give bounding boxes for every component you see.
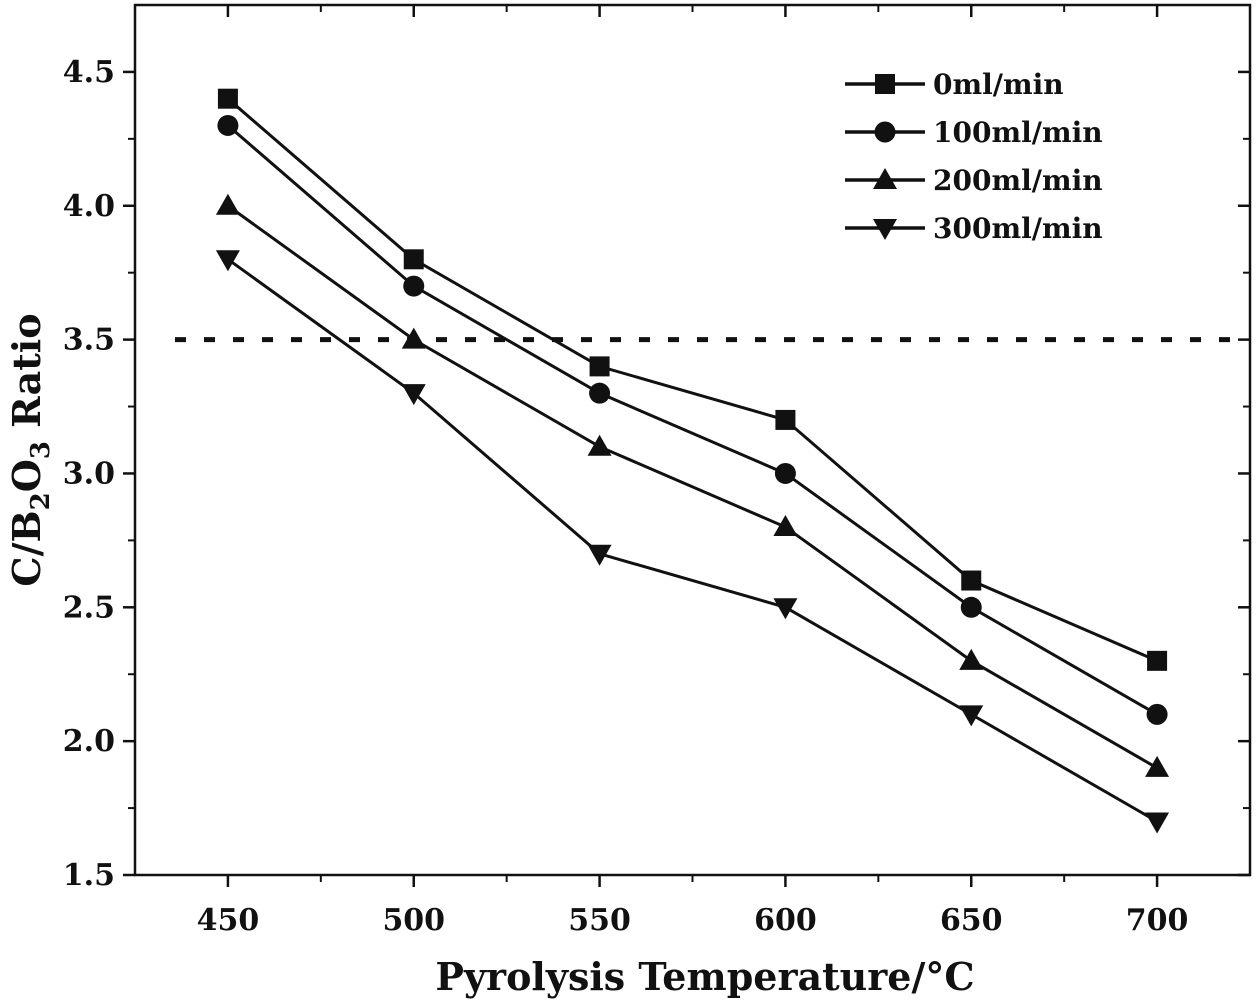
- x-tick-label: 550: [568, 903, 631, 938]
- y-axis-ticks: 1.5 2.0 2.5 3.0 3.5 4.0 4.5: [63, 55, 1250, 893]
- series-2: [217, 114, 1168, 725]
- x-axis-ticks: 450 500 550 600 650 700: [197, 5, 1189, 938]
- x-tick-label: 650: [940, 903, 1003, 938]
- legend-item: 100ml/min: [845, 116, 1103, 149]
- data-point: [1145, 812, 1170, 834]
- y-tick-label: 2.0: [63, 724, 115, 759]
- legend-label: 300ml/min: [933, 212, 1103, 245]
- series-line: [226, 97, 1158, 663]
- data-point: [401, 327, 426, 349]
- legend-item: 0ml/min: [845, 68, 1064, 101]
- series-group: [215, 88, 1170, 834]
- data-point: [587, 434, 612, 456]
- series-1: [217, 88, 1168, 671]
- data-point: [403, 249, 424, 270]
- legend-marker: [873, 168, 897, 189]
- y-tick-label: 3.5: [63, 323, 115, 358]
- legend-item: 200ml/min: [845, 164, 1103, 197]
- data-point: [215, 250, 240, 272]
- series-4: [215, 250, 1170, 834]
- y-tick-label: 2.5: [63, 590, 115, 625]
- data-point: [217, 88, 238, 109]
- y-axis-title-sub2: 3: [26, 441, 56, 459]
- y-tick-label: 4.0: [63, 189, 115, 224]
- data-point: [961, 570, 982, 591]
- y-axis-title-prefix: C/B: [4, 510, 49, 586]
- data-point: [774, 462, 796, 484]
- series-line: [227, 258, 1158, 823]
- series-line: [226, 124, 1158, 716]
- y-axis-title: C/B2O3 Ratio: [4, 313, 56, 586]
- legend-label: 200ml/min: [933, 164, 1103, 197]
- x-axis-title: Pyrolysis Temperature/°C: [435, 954, 974, 999]
- x-tick-label: 700: [1126, 903, 1189, 938]
- y-axis-title-sub1: 2: [26, 492, 56, 510]
- y-axis-title-suffix: Ratio: [4, 313, 49, 441]
- y-tick-label: 4.5: [63, 55, 115, 90]
- data-point: [587, 544, 612, 566]
- data-point: [1147, 650, 1168, 671]
- series-line: [227, 204, 1158, 770]
- legend-label: 100ml/min: [933, 116, 1103, 149]
- data-point: [215, 193, 240, 215]
- data-point: [773, 598, 798, 620]
- x-tick-label: 600: [754, 903, 817, 938]
- data-point: [403, 275, 425, 297]
- legend-marker: [875, 74, 895, 94]
- legend-label: 0ml/min: [933, 68, 1064, 101]
- data-point: [959, 705, 984, 727]
- data-point: [217, 114, 239, 136]
- legend: 0ml/min 100ml/min 200ml/min 300ml/min: [845, 68, 1103, 245]
- y-tick-label: 1.5: [63, 858, 115, 893]
- data-point: [773, 515, 798, 536]
- data-point: [959, 648, 984, 670]
- x-tick-label: 500: [382, 903, 445, 938]
- y-axis-title-mid: O: [4, 459, 49, 492]
- data-point: [1146, 703, 1168, 725]
- y-tick-label: 3.0: [63, 456, 115, 491]
- data-point: [960, 596, 982, 618]
- data-point: [775, 409, 796, 430]
- data-point: [1145, 755, 1170, 777]
- series-3: [215, 193, 1170, 777]
- data-point: [589, 356, 610, 377]
- x-tick-label: 450: [197, 903, 260, 938]
- data-point: [589, 382, 611, 404]
- legend-item: 300ml/min: [845, 212, 1103, 245]
- data-point: [401, 384, 426, 406]
- legend-marker: [873, 219, 897, 240]
- legend-marker: [874, 121, 896, 143]
